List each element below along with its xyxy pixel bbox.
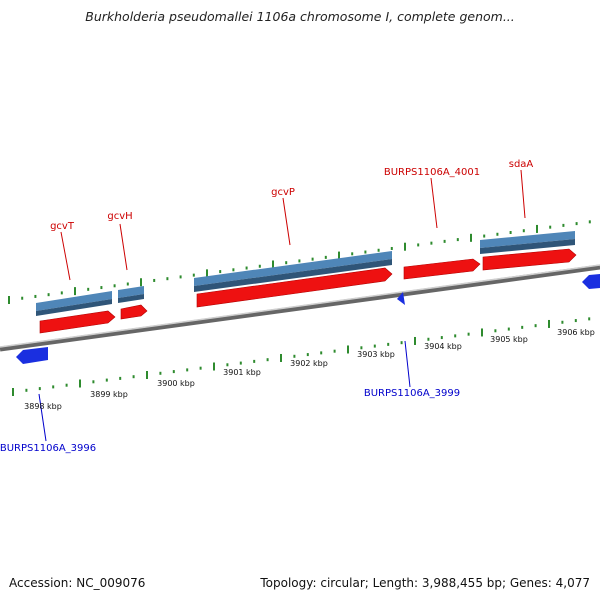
scale-label-3900: 3900 kbp — [157, 379, 195, 388]
gene-label-gcvT[interactable]: gcvT — [50, 221, 75, 232]
gene-bar-sdaA-shadow — [480, 239, 575, 254]
cds-arrow-edge[interactable] — [582, 274, 600, 289]
cds-arrow-gcvP[interactable] — [196, 267, 393, 308]
cds-arrow-gcvH[interactable] — [120, 304, 148, 320]
map-title: Burkholderia pseudomallei 1106a chromoso… — [85, 9, 515, 24]
leader-line-3996 — [38, 393, 47, 442]
cds-arrow-4001[interactable] — [403, 258, 481, 280]
scale-label-3904: 3904 kbp — [424, 342, 462, 351]
accession-text: Accession: NC_009076 — [9, 576, 146, 590]
gene-bar-gcvP[interactable] — [194, 251, 392, 286]
gene-label-gcvP[interactable]: gcvP — [271, 187, 295, 198]
cds-arrow-3996[interactable] — [16, 347, 48, 364]
lower-tick-row — [12, 317, 591, 396]
leader-line-gcvH — [119, 223, 128, 271]
leader-line-gcvP — [282, 197, 291, 246]
gene-label-gcvH[interactable]: gcvH — [107, 211, 132, 222]
leader-line-4001 — [430, 177, 438, 229]
cds-arrow-sdaA[interactable] — [482, 248, 577, 271]
genome-summary-text: Topology: circular; Length: 3,988,455 bp… — [260, 576, 590, 590]
scale-label-3906: 3906 kbp — [557, 328, 595, 337]
gene-bar-gcvT-shadow — [36, 299, 112, 316]
cds-arrow-3999[interactable] — [397, 292, 405, 305]
upper-tick-row — [8, 220, 591, 304]
gene-label-3999[interactable]: BURPS1106A_3999 — [364, 388, 460, 399]
scale-label-3898: 3898 kbp — [24, 402, 62, 411]
gene-bar-gcvP-shadow — [194, 259, 392, 292]
gene-bar-sdaA[interactable] — [480, 231, 575, 248]
gene-label-3996[interactable]: BURPS1106A_3996 — [0, 443, 96, 454]
scale-label-3901: 3901 kbp — [223, 368, 261, 377]
leader-line-sdaA — [520, 169, 526, 219]
gene-label-4001[interactable]: BURPS1106A_4001 — [384, 167, 480, 178]
leader-line-gcvT — [60, 231, 71, 281]
scale-label-3899: 3899 kbp — [90, 390, 128, 399]
scale-label-3905: 3905 kbp — [490, 335, 528, 344]
scale-label-3902: 3902 kbp — [290, 359, 328, 368]
scale-label-3903: 3903 kbp — [357, 350, 395, 359]
gene-bar-gcvT[interactable] — [36, 291, 112, 311]
chromosome-backbone — [0, 264, 600, 352]
gene-label-sdaA[interactable]: sdaA — [509, 159, 534, 170]
chromosome-backbone-highlight — [0, 264, 600, 348]
leader-line-3999 — [404, 340, 411, 388]
cds-arrow-gcvT[interactable] — [39, 310, 116, 334]
gene-bar-gcvH-shadow — [118, 294, 144, 303]
